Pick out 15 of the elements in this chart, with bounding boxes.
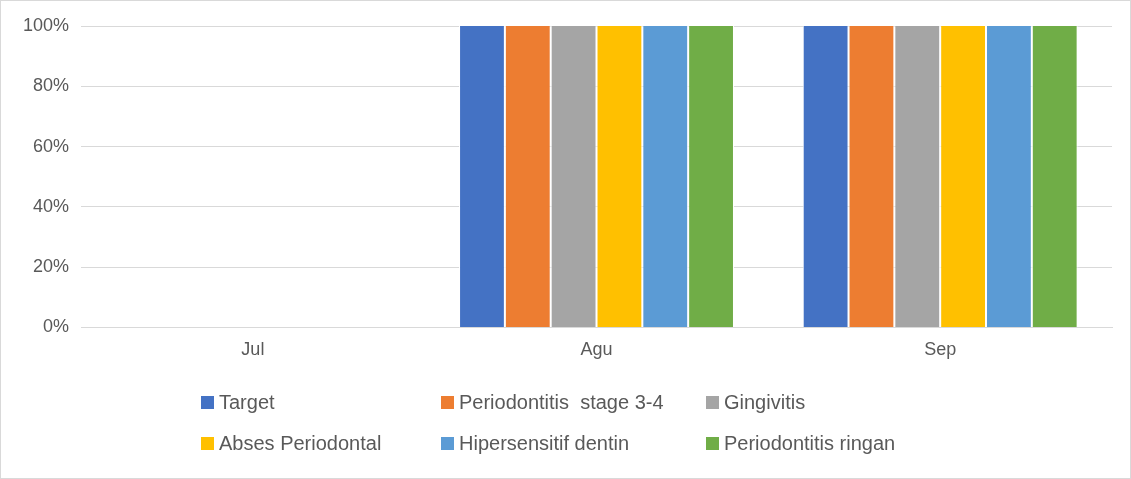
y-tick-label: 100% <box>22 14 70 35</box>
y-tick-label: 60% <box>33 135 70 156</box>
legend-label: Target <box>219 391 275 414</box>
x-tick-label: Agu <box>580 339 613 360</box>
legend-label: Hipersensitif dentin <box>459 432 630 455</box>
y-tick-label: 20% <box>33 256 70 277</box>
legend-label: Gingivitis <box>724 391 806 414</box>
y-tick-label: 40% <box>33 195 70 216</box>
y-tick-label: 0% <box>43 316 70 337</box>
x-tick-label: Jul <box>241 339 265 360</box>
x-tick-label: Sep <box>924 339 957 360</box>
legend-label: Abses Periodontal <box>219 432 382 455</box>
legend-label: Periodontitis ringan <box>724 432 896 455</box>
legend-label: Periodontitis stage 3-4 <box>459 391 664 414</box>
y-tick-label: 80% <box>33 75 70 96</box>
